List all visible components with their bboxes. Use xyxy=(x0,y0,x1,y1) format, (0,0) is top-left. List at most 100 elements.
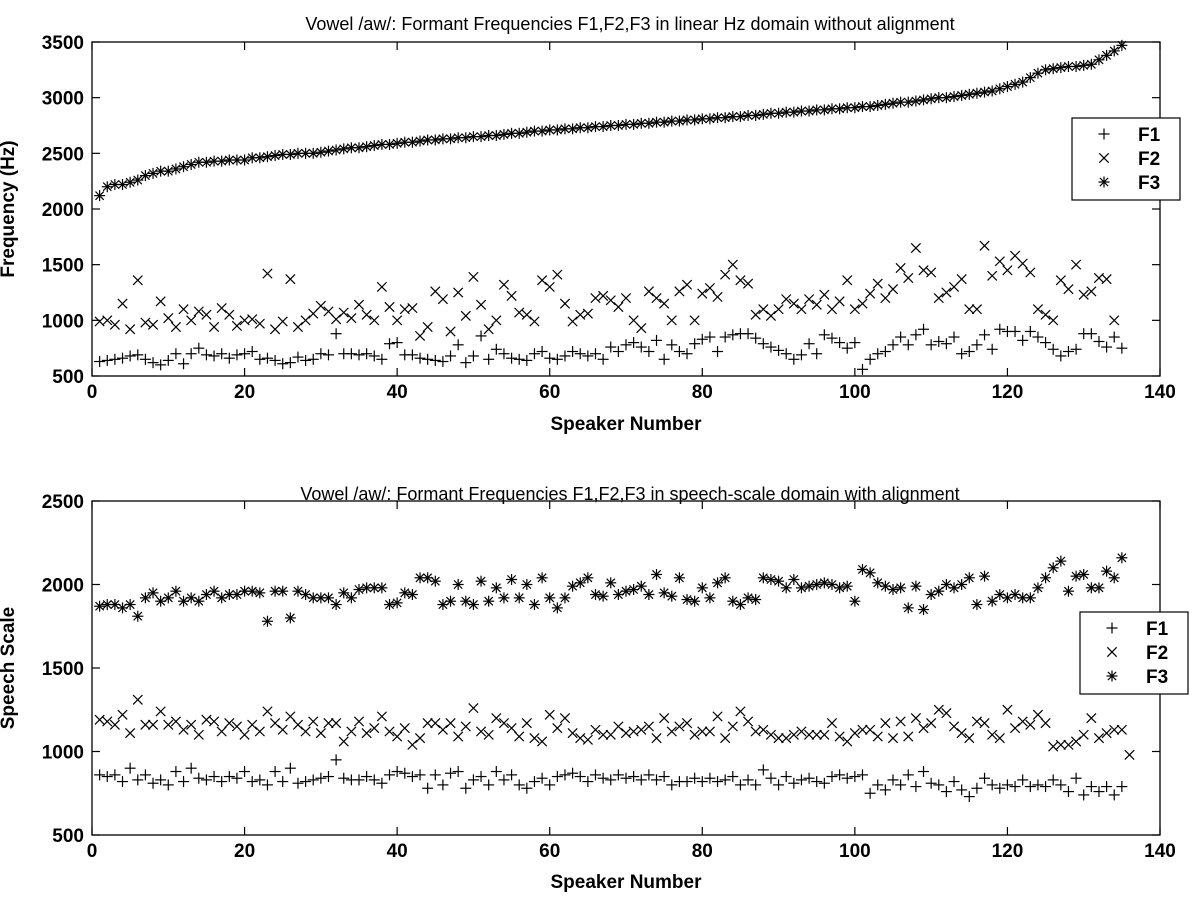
data-point-f2 xyxy=(475,726,487,737)
data-point-f1 xyxy=(200,774,212,786)
data-point-f1 xyxy=(155,774,167,786)
data-point-f2 xyxy=(445,326,456,337)
data-point-f1 xyxy=(162,354,174,366)
data-point-f1 xyxy=(1070,343,1082,355)
data-point-f2 xyxy=(201,309,212,320)
data-point-f3 xyxy=(994,83,1006,95)
data-point-f1 xyxy=(635,774,647,786)
data-point-f1 xyxy=(719,774,731,786)
data-point-f3 xyxy=(277,148,289,160)
data-point-f2 xyxy=(1055,275,1066,286)
data-point-f3 xyxy=(1032,582,1044,594)
y-tick-label: 2500 xyxy=(42,492,84,513)
data-point-f3 xyxy=(940,92,952,104)
data-point-f1 xyxy=(795,349,807,361)
data-point-f2 xyxy=(605,295,616,306)
legend-label-f2: F2 xyxy=(1138,149,1160,170)
data-point-f2 xyxy=(117,709,128,720)
data-point-f3 xyxy=(673,572,685,584)
data-point-f1 xyxy=(628,771,640,783)
data-point-f2 xyxy=(666,726,677,737)
data-point-f2 xyxy=(247,314,258,325)
data-point-f1 xyxy=(292,351,304,363)
data-point-f1 xyxy=(536,772,548,784)
data-point-f2 xyxy=(193,306,204,317)
data-point-f3 xyxy=(521,126,533,138)
data-point-f1 xyxy=(193,772,205,784)
data-point-f1 xyxy=(307,774,319,786)
data-point-f3 xyxy=(132,610,144,622)
data-point-f2 xyxy=(643,721,654,732)
data-point-f3 xyxy=(368,140,380,152)
x-tick-label: 100 xyxy=(839,841,871,862)
data-point-f1 xyxy=(628,337,640,349)
data-point-f2 xyxy=(1002,265,1013,276)
data-point-f3 xyxy=(551,602,563,614)
data-point-f1 xyxy=(368,350,380,362)
data-point-f1 xyxy=(620,339,632,351)
data-point-f1 xyxy=(681,776,693,788)
data-point-f1 xyxy=(330,754,342,766)
data-point-f2 xyxy=(1017,716,1028,727)
data-point-f1 xyxy=(612,346,624,358)
data-point-f1 xyxy=(589,348,601,360)
data-point-f3 xyxy=(986,595,998,607)
data-point-f3 xyxy=(612,120,624,131)
data-point-f2 xyxy=(140,317,151,328)
data-point-f1 xyxy=(101,771,113,783)
data-point-f2 xyxy=(987,729,998,740)
data-point-f2 xyxy=(1063,739,1074,750)
data-point-f2 xyxy=(1040,309,1051,320)
data-point-f3 xyxy=(139,170,151,182)
data-point-f2 xyxy=(559,298,571,309)
data-point-f3 xyxy=(849,102,861,114)
data-point-f1 xyxy=(185,762,197,774)
x-tick-label: 20 xyxy=(234,382,255,403)
data-point-f1 xyxy=(307,353,319,365)
data-point-f1 xyxy=(94,356,106,368)
data-point-f1 xyxy=(315,772,327,784)
data-point-f3 xyxy=(620,585,632,597)
data-point-f1 xyxy=(704,772,716,784)
data-point-f2 xyxy=(1101,274,1112,285)
data-point-f1 xyxy=(475,330,487,342)
data-point-f1 xyxy=(1009,325,1021,337)
data-point-f1 xyxy=(856,363,868,375)
data-point-f2 xyxy=(887,284,899,295)
data-point-f1 xyxy=(284,357,296,369)
legend-marker-f1 xyxy=(1098,128,1110,140)
data-point-f3 xyxy=(498,592,510,604)
data-point-f3 xyxy=(1047,562,1059,574)
data-point-f1 xyxy=(269,354,281,366)
data-point-f1 xyxy=(582,776,594,788)
legend-label-f1: F1 xyxy=(1138,125,1161,146)
data-point-f1 xyxy=(559,769,571,781)
data-point-f3 xyxy=(254,587,266,599)
data-point-f2 xyxy=(163,313,174,324)
data-point-f3 xyxy=(918,94,930,106)
data-point-f1 xyxy=(605,774,617,786)
data-point-f2 xyxy=(1086,713,1097,724)
data-point-f1 xyxy=(879,346,891,358)
data-point-f1 xyxy=(696,776,708,788)
data-point-f1 xyxy=(239,766,251,778)
data-point-f1 xyxy=(117,776,129,788)
data-point-f2 xyxy=(666,315,677,326)
data-point-f3 xyxy=(597,121,609,133)
data-point-f3 xyxy=(902,96,914,108)
data-point-f3 xyxy=(979,86,991,98)
data-point-f3 xyxy=(1062,585,1074,597)
data-point-f3 xyxy=(643,117,655,129)
data-point-f2 xyxy=(392,315,403,326)
data-point-f1 xyxy=(925,777,937,789)
data-point-f2 xyxy=(529,316,540,327)
data-point-f2 xyxy=(536,736,548,747)
data-point-f3 xyxy=(704,592,716,604)
data-point-f1 xyxy=(712,346,724,358)
data-point-f1 xyxy=(574,348,586,360)
data-point-f1 xyxy=(498,774,510,786)
data-point-f3 xyxy=(811,579,823,590)
data-point-f3 xyxy=(330,144,342,156)
data-point-f2 xyxy=(1032,304,1044,315)
data-point-f2 xyxy=(956,728,967,739)
